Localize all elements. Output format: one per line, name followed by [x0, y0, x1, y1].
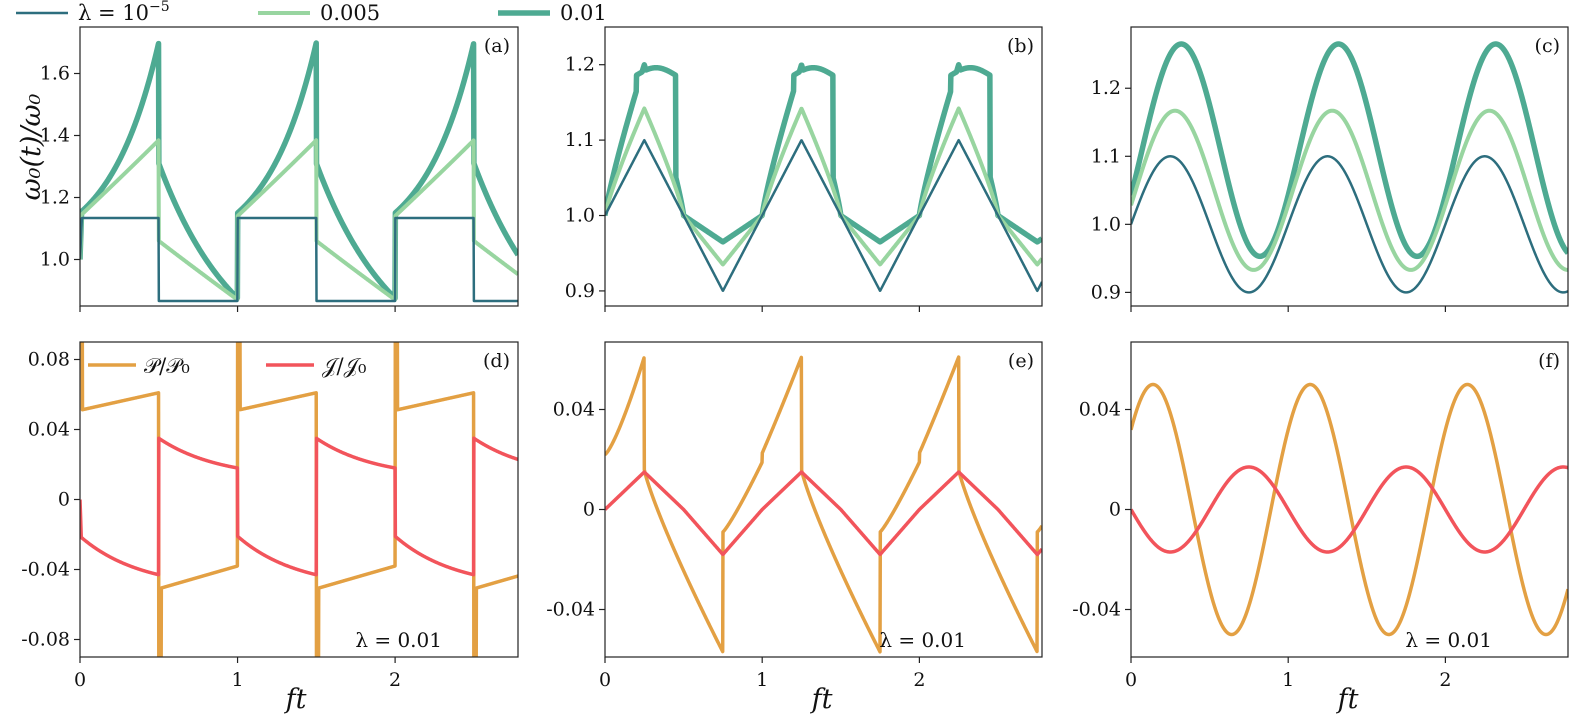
legend-label: 0.005: [320, 1, 380, 25]
y-tick-label: 0.04: [28, 419, 70, 441]
series-group: [605, 62, 1042, 293]
panel-b: 0.9 1.0 1.1 1.2 (b): [565, 26, 1043, 312]
y-tick-label: 1.6: [40, 63, 70, 85]
series-line-J-J0: [605, 470, 1042, 557]
series-line-lambda-0.005: [80, 138, 518, 302]
panel-label: (e): [1008, 350, 1034, 372]
series-line-lambda-0.00001: [80, 216, 518, 303]
y-tick-label: 1.2: [40, 187, 70, 209]
series-line-lambda-0.01: [1131, 41, 1568, 260]
y-tick-label: 1.2: [1091, 77, 1121, 99]
legend-bottom: 𝒫/𝒫₀ 𝒥/𝒥₀: [88, 354, 366, 378]
y-tick-label: 0.9: [565, 280, 595, 302]
y-tick-label: 0.08: [28, 349, 70, 371]
y-tick-label: 1.0: [565, 205, 595, 227]
lambda-note: λ = 0.01: [1405, 628, 1492, 652]
y-tick-label: 0.04: [1079, 399, 1121, 421]
series-line-lambda-0.01: [80, 40, 518, 301]
y-tick-label: -0.04: [21, 559, 70, 581]
y-tick-label: 1.2: [565, 54, 595, 76]
x-tick-label: 1: [756, 669, 768, 691]
axes-frame: [79, 341, 519, 658]
x-tick-label: 2: [1439, 669, 1451, 691]
panel-label: (b): [1007, 35, 1034, 57]
y-tick-label: 1.1: [565, 129, 595, 151]
y-tick-label: -0.08: [21, 629, 70, 651]
y-tick-label: 0: [583, 499, 595, 521]
series-line-lambda-0.01: [605, 62, 1042, 245]
x-tick-label: 0: [1125, 669, 1137, 691]
panel-label: (a): [484, 35, 510, 57]
x-tick-label: 2: [913, 669, 925, 691]
series-line-P-P0: [80, 342, 518, 657]
x-tick-label: 0: [74, 669, 86, 691]
y-tick-label: 1.0: [40, 249, 70, 271]
series-group: [80, 40, 518, 303]
legend-superscript: −5: [149, 0, 170, 15]
legend-top: λ = 10−5 0.005 0.01: [16, 0, 607, 25]
series-line-lambda-0.00001: [1131, 155, 1568, 294]
lambda-note: λ = 0.01: [879, 628, 966, 652]
axes-frame: [1130, 26, 1569, 307]
legend-label: 𝒫/𝒫₀: [144, 354, 190, 378]
x-axis-title-left: ft: [284, 684, 307, 715]
y-tick-label: 0.9: [1091, 281, 1121, 303]
x-tick-label: 0: [599, 669, 611, 691]
series-group: [80, 342, 518, 657]
legend-label: 𝒥/𝒥₀: [322, 354, 366, 378]
panel-label: (c): [1535, 35, 1560, 57]
axes-frame: [1130, 341, 1569, 658]
series-group: [605, 355, 1042, 654]
x-axis-title-middle: ft: [810, 684, 833, 715]
y-tick-label: 1.4: [40, 125, 70, 147]
y-tick-label: 0.04: [553, 399, 595, 421]
y-axis-title-top: ω₀(t)/ω₀: [16, 93, 47, 200]
panel-d: -0.08 -0.04 0 0.04 0.08 0 1 2 (d) λ = 0.01: [21, 341, 519, 691]
y-tick-label: 0: [58, 489, 70, 511]
panel-a: 1.0 1.2 1.4 1.6 (a): [40, 26, 519, 312]
x-tick-label: 1: [232, 669, 244, 691]
axes-frame: [604, 26, 1043, 307]
lambda-note: λ = 0.01: [355, 628, 442, 652]
x-tick-label: 1: [1282, 669, 1294, 691]
axes-frame: [604, 341, 1043, 658]
legend-label: 0.01: [560, 1, 607, 25]
panel-label: (d): [483, 350, 510, 372]
series-group: [1131, 382, 1568, 637]
series-line-lambda-0.00001: [605, 138, 1042, 293]
y-tick-label: 1.1: [1091, 145, 1121, 167]
y-tick-label: -0.04: [546, 599, 595, 621]
series-group: [1131, 41, 1568, 294]
panel-f: -0.04 0 0.04 0 1 2 (f) λ = 0.01: [1072, 341, 1569, 691]
y-tick-label: 0: [1109, 499, 1121, 521]
series-line-J-J0: [1131, 465, 1568, 554]
y-tick-label: -0.04: [1072, 599, 1121, 621]
x-tick-label: 2: [389, 669, 401, 691]
series-line-P-P0: [605, 355, 1042, 654]
series-line-J-J0: [80, 436, 518, 577]
panel-e: -0.04 0 0.04 0 1 2 (e) λ = 0.01: [546, 341, 1043, 691]
series-line-lambda-0.005: [605, 106, 1042, 267]
panel-label: (f): [1538, 350, 1560, 372]
series-line-lambda-0.005: [1131, 108, 1568, 272]
axes-frame: [79, 26, 519, 307]
y-tick-label: 1.0: [1091, 213, 1121, 235]
x-axis-title-right: ft: [1336, 684, 1359, 715]
panels: 1.0 1.2 1.4 1.6 (a) 0.9 1.0 1.1 1.2 (b) 0.9 1.0 1.1 1…: [21, 26, 1569, 691]
panel-c: 0.9 1.0 1.1 1.2 (c): [1091, 26, 1569, 312]
legend-label: λ = 10−5: [78, 0, 170, 25]
series-line-P-P0: [1131, 382, 1568, 637]
